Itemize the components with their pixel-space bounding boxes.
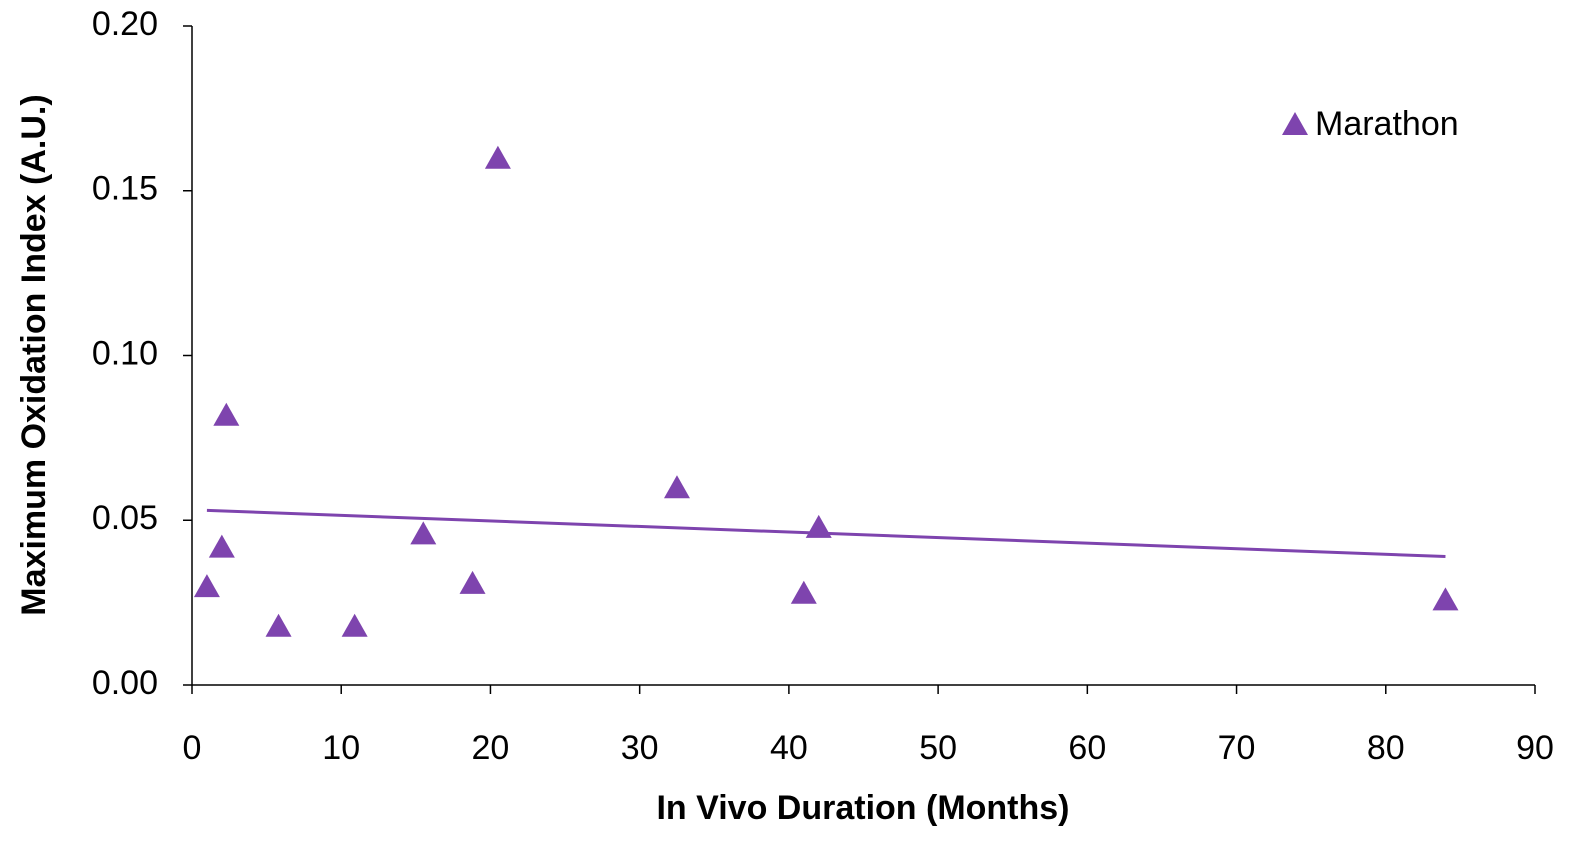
- x-tick-label: 50: [919, 729, 957, 767]
- point: [484, 145, 511, 169]
- y-tick-label: 0.20: [92, 5, 158, 43]
- legend-label: Marathon: [1315, 105, 1459, 143]
- x-tick-label: 60: [1068, 729, 1106, 767]
- x-tick-label: 80: [1367, 729, 1405, 767]
- x-tick-label: 10: [322, 729, 360, 767]
- x-tick-label: 40: [770, 729, 808, 767]
- y-tick-label: 0.10: [92, 334, 158, 372]
- x-axis-title: In Vivo Duration (Months): [656, 789, 1069, 827]
- point: [663, 475, 690, 499]
- point: [805, 514, 832, 538]
- x-tick-label: 0: [183, 729, 202, 767]
- x-tick-label: 20: [472, 729, 510, 767]
- point: [790, 580, 817, 604]
- y-axis-title: Maximum Oxidation Index (A.U.): [15, 94, 53, 615]
- legend-marker: [1282, 112, 1308, 135]
- point: [341, 613, 368, 637]
- x-tick-label: 90: [1516, 729, 1554, 767]
- point: [208, 534, 235, 558]
- x-tick-label: 30: [621, 729, 659, 767]
- point: [459, 570, 486, 594]
- point: [213, 402, 240, 426]
- y-tick-label: 0.15: [92, 170, 158, 208]
- point: [1432, 587, 1459, 611]
- point: [410, 521, 437, 545]
- point: [265, 613, 292, 637]
- point: [193, 574, 220, 598]
- y-tick-label: 0.05: [92, 499, 158, 537]
- y-tick-label: 0.00: [92, 664, 158, 702]
- x-tick-label: 70: [1218, 729, 1256, 767]
